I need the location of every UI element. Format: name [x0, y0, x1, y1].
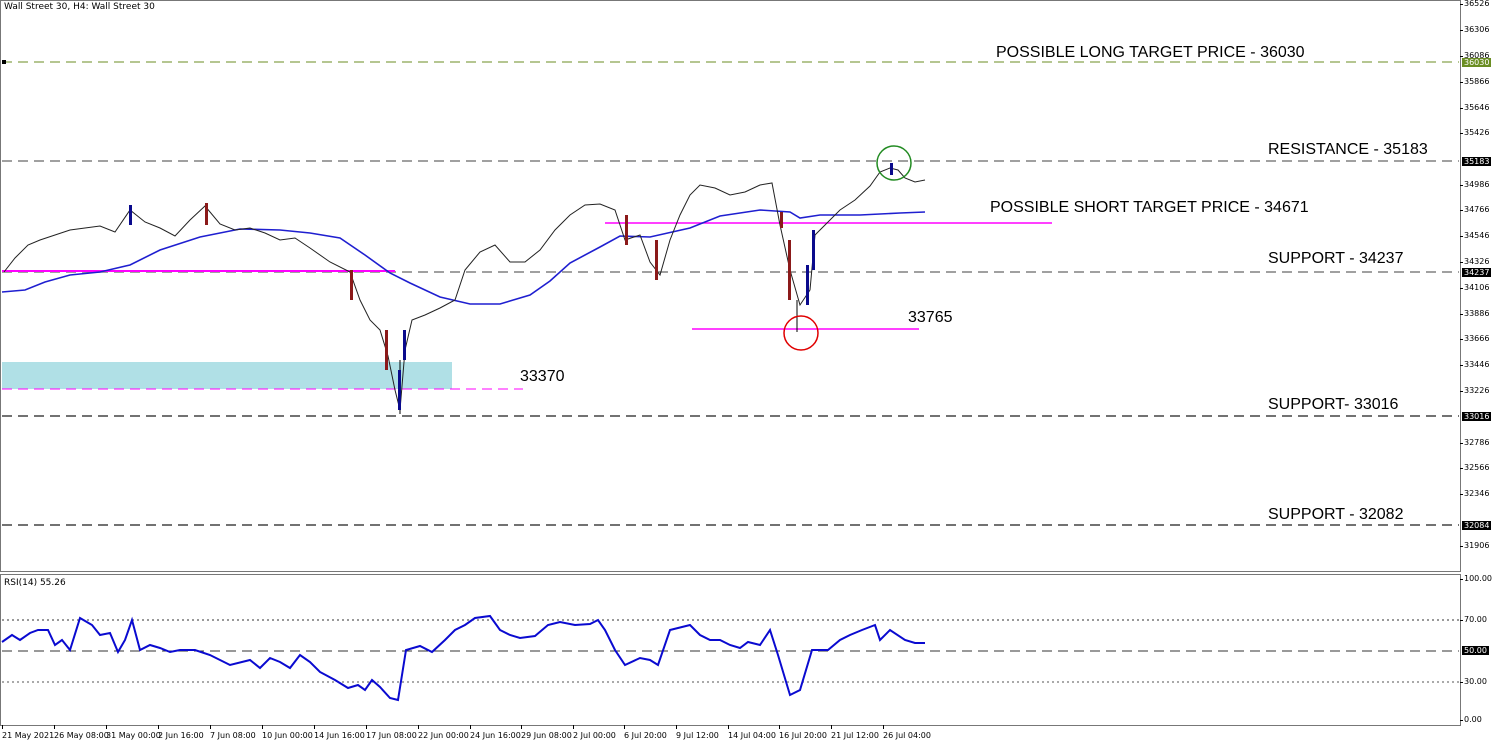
time-tick: 2 Jul 00:00 — [573, 725, 616, 740]
time-tick: 10 Jun 00:00 — [262, 725, 313, 740]
time-tick: 21 Jul 12:00 — [831, 725, 879, 740]
price-tick: 32346 — [1459, 489, 1490, 498]
price-tick: 32786 — [1459, 438, 1490, 447]
price-tick: 31906 — [1459, 541, 1490, 550]
time-tick: 16 Jul 20:00 — [779, 725, 827, 740]
rsi-tick: 100.00 — [1460, 574, 1492, 583]
time-tick: 26 Jul 04:00 — [883, 725, 931, 740]
moving-average-line — [1, 209, 926, 305]
support-touch-circle[interactable] — [783, 315, 819, 351]
time-tick: 14 Jul 04:00 — [728, 725, 776, 740]
chart-title: Wall Street 30, H4: Wall Street 30 — [4, 2, 155, 12]
price-tick: 36086 — [1459, 51, 1490, 60]
price-tick: 33226 — [1459, 386, 1490, 395]
resistance-touch-circle[interactable] — [876, 145, 912, 181]
low-33765-label: 33765 — [908, 309, 953, 326]
long-target-label: POSSIBLE LONG TARGET PRICE - 36030 — [996, 44, 1305, 61]
price-tick: 34766 — [1459, 205, 1490, 214]
price-tick: 34546 — [1459, 231, 1490, 240]
price-tick: 36306 — [1459, 25, 1490, 34]
price-tick: 32566 — [1459, 463, 1490, 472]
price-tick: 33666 — [1459, 334, 1490, 343]
price-tag-support-33016: 33016 — [1462, 412, 1492, 421]
candlesticks[interactable] — [3, 163, 926, 414]
time-tick: 29 Jun 08:00 — [521, 725, 572, 740]
time-tick: 31 May 00:00 — [106, 725, 161, 740]
short-target-label: POSSIBLE SHORT TARGET PRICE - 34671 — [990, 199, 1309, 216]
price-tick: 34986 — [1459, 180, 1490, 189]
price-tick: 35646 — [1459, 103, 1490, 112]
time-tick: 2 Jun 16:00 — [158, 725, 204, 740]
rsi-tag-50: 50.00 — [1462, 646, 1489, 655]
price-tick: 33446 — [1459, 360, 1490, 369]
price-tick: 36526 — [1459, 0, 1490, 8]
rsi-pane[interactable] — [0, 574, 1461, 726]
price-tick: 33886 — [1459, 309, 1490, 318]
line-anchor-handle[interactable] — [2, 60, 6, 64]
demand-zone[interactable] — [2, 362, 452, 389]
price-tick: 35426 — [1459, 128, 1490, 137]
time-tick: 22 Jun 00:00 — [418, 725, 469, 740]
price-tag-resistance: 35183 — [1462, 157, 1492, 166]
rsi-title: RSI(14) 55.26 — [4, 578, 66, 588]
time-tick: 24 Jun 16:00 — [470, 725, 521, 740]
time-tick: 14 Jun 16:00 — [314, 725, 365, 740]
support-34237-label: SUPPORT - 34237 — [1268, 250, 1404, 267]
price-tag-support-34237: 34237 — [1462, 268, 1492, 277]
time-tick: 7 Jun 08:00 — [210, 725, 256, 740]
rsi-tick: 30.00 — [1460, 677, 1487, 686]
time-tick: 9 Jul 12:00 — [676, 725, 719, 740]
support-33016-label: SUPPORT- 33016 — [1268, 396, 1399, 413]
time-tick: 17 Jun 08:00 — [366, 725, 417, 740]
price-tag-long-target: 36030 — [1462, 58, 1492, 67]
time-tick: 6 Jul 20:00 — [624, 725, 667, 740]
price-pane[interactable] — [0, 0, 1461, 572]
rsi-tick: 0.00 — [1460, 715, 1482, 724]
resistance-label: RESISTANCE - 35183 — [1268, 141, 1428, 158]
price-tag-support-32084: 32084 — [1462, 521, 1492, 530]
price-tick: 35866 — [1459, 77, 1490, 86]
rsi-line — [1, 614, 925, 702]
time-tick: 21 May 2021 — [2, 725, 55, 740]
time-tick: 26 May 08:00 — [54, 725, 109, 740]
rsi-tick: 70.00 — [1460, 615, 1487, 624]
zone-33370-label: 33370 — [520, 368, 565, 385]
price-tick: 34106 — [1459, 283, 1490, 292]
support-32082-label: SUPPORT - 32082 — [1268, 506, 1404, 523]
price-tick: 34326 — [1459, 257, 1490, 266]
